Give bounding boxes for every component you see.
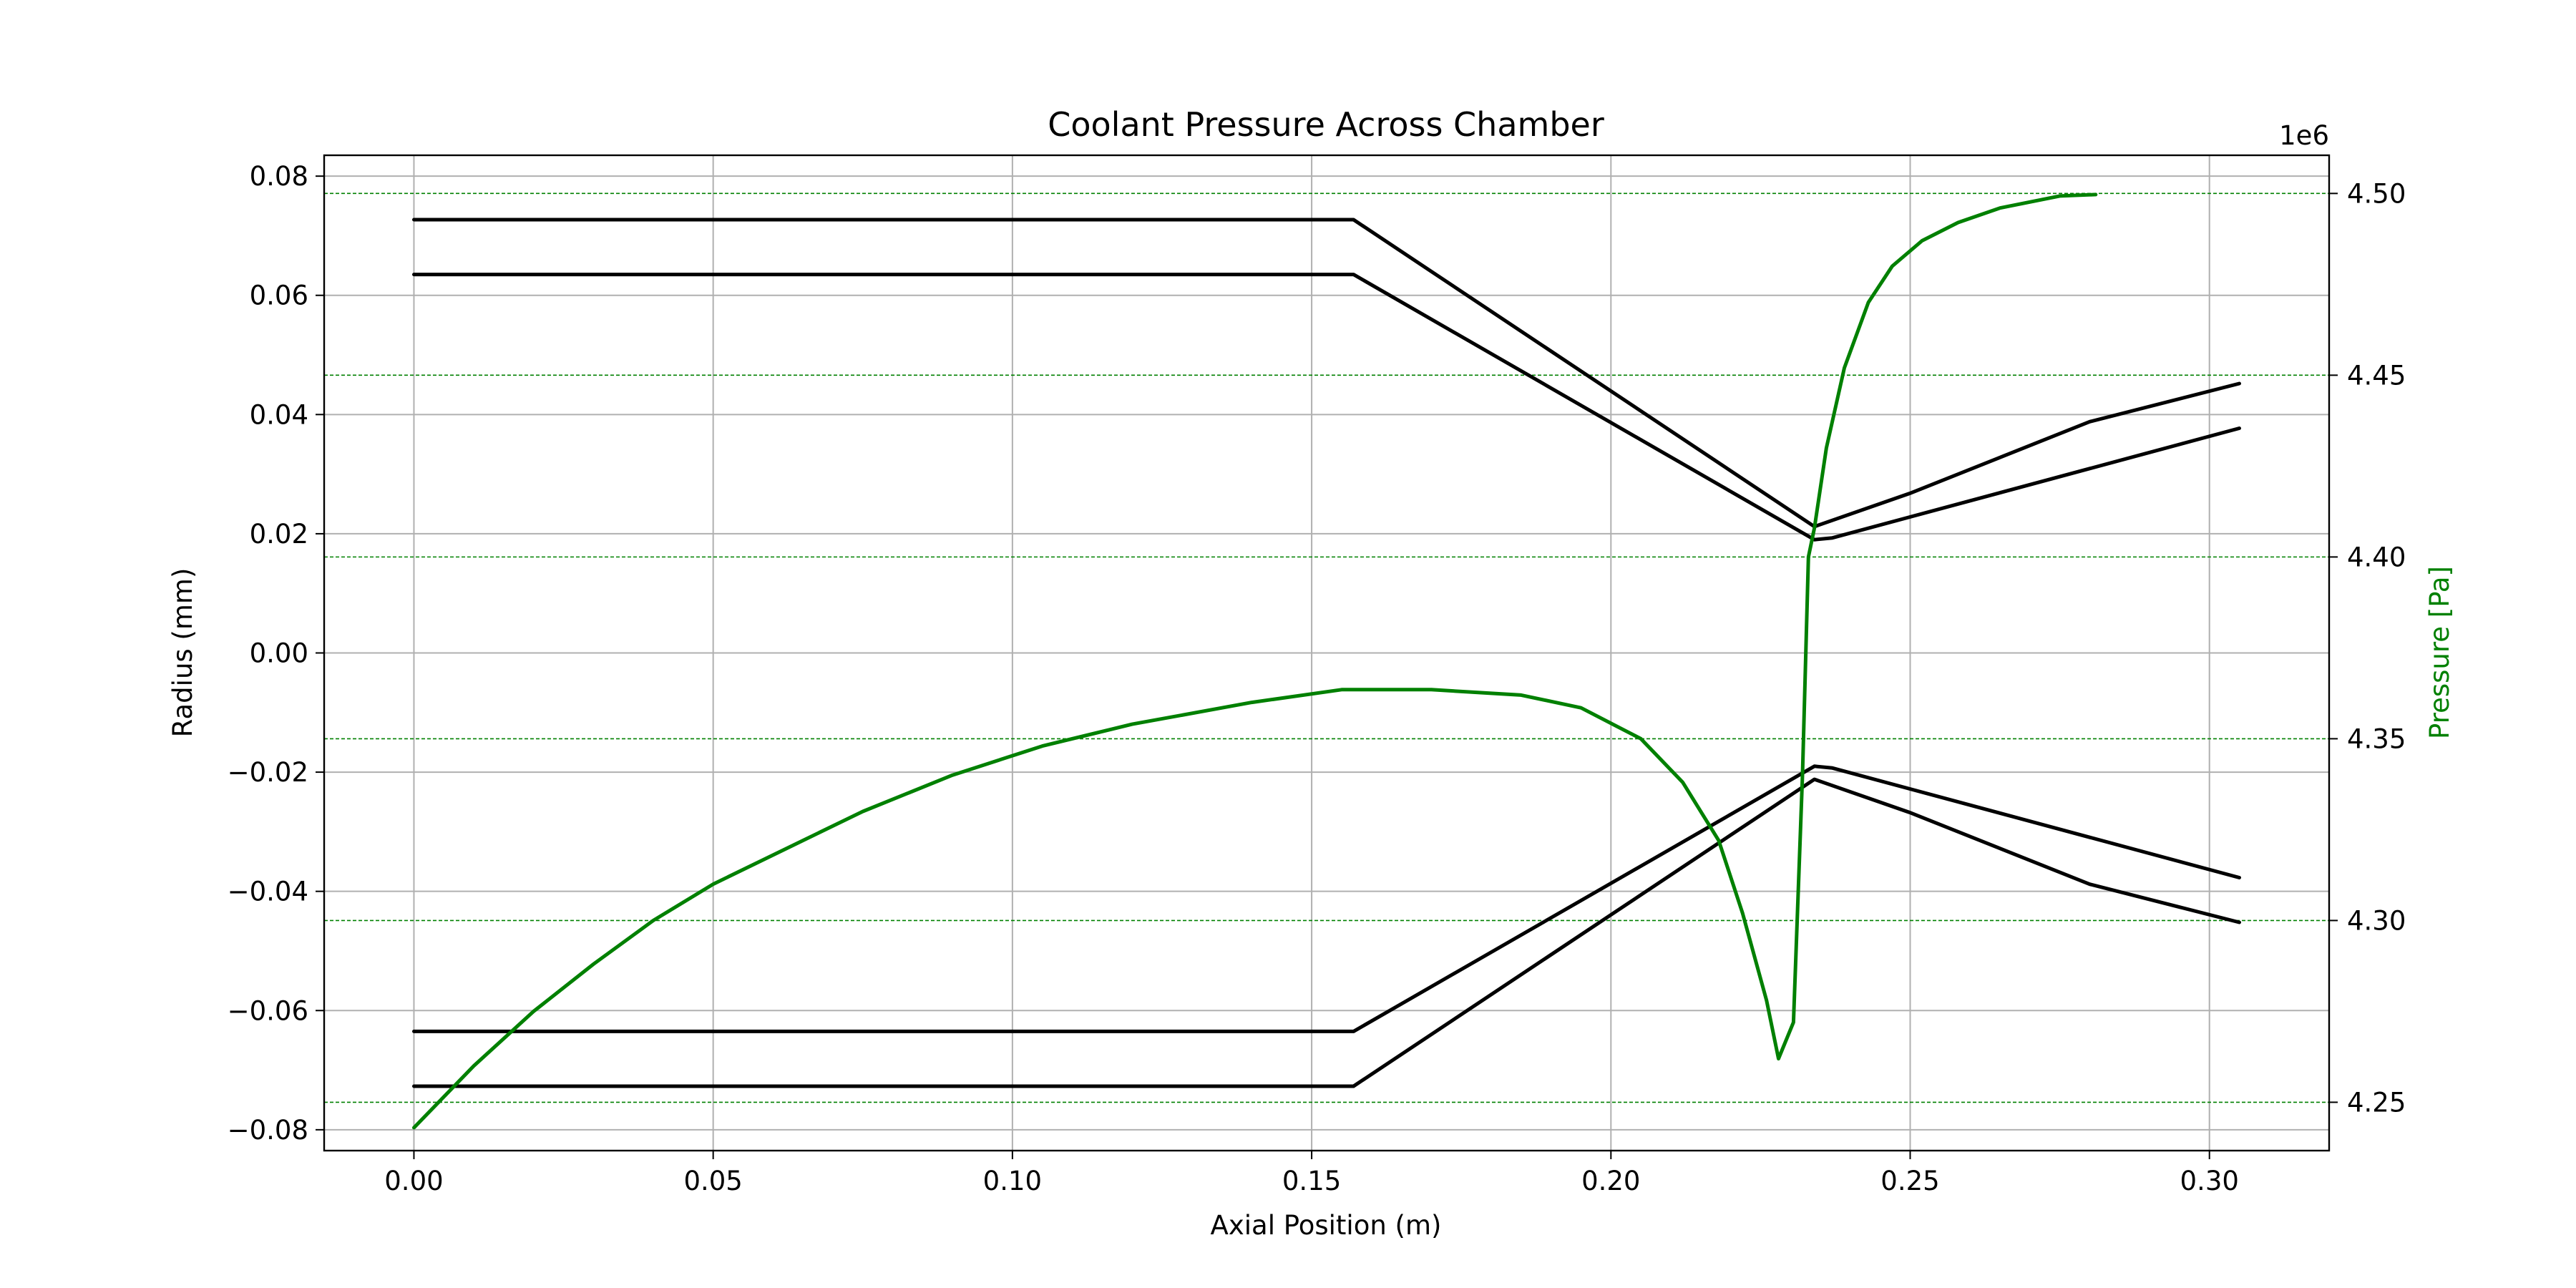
y-tick-label: −0.04 bbox=[228, 877, 308, 907]
x-axis-label: Axial Position (m) bbox=[1211, 1210, 1442, 1241]
y-tick-label: 0.04 bbox=[250, 399, 308, 430]
y2-tick-label: 4.50 bbox=[2347, 178, 2406, 209]
y-tick-label: 0.06 bbox=[250, 280, 308, 311]
contour-outer-upper-line bbox=[412, 218, 2241, 529]
y2-axis-label: Pressure [Pa] bbox=[2424, 566, 2455, 739]
y2-axis-ticks: 4.25 4.30 4.35 4.40 4.45 4.50 bbox=[2329, 178, 2406, 1118]
y2-offset-label: 1e6 bbox=[2279, 120, 2329, 151]
chart-title: Coolant Pressure Across Chamber bbox=[1048, 105, 1604, 144]
y-tick-label: 0.02 bbox=[250, 519, 308, 550]
y2-tick-label: 4.45 bbox=[2347, 360, 2406, 391]
contour-outer-lower-line bbox=[412, 777, 2241, 1088]
y-tick-label: −0.06 bbox=[228, 995, 308, 1026]
y2-grid bbox=[324, 192, 2329, 1103]
x-tick-label: 0.00 bbox=[384, 1166, 443, 1196]
x-tick-label: 0.30 bbox=[2180, 1166, 2239, 1196]
y-tick-label: −0.08 bbox=[228, 1115, 308, 1146]
series-layer bbox=[412, 192, 2241, 1130]
pressure-curve-line bbox=[412, 192, 2098, 1130]
y2-tick-label: 4.25 bbox=[2347, 1087, 2406, 1118]
contour-inner-upper-line bbox=[412, 273, 2241, 542]
y2-tick-label: 4.35 bbox=[2347, 723, 2406, 754]
y-grid bbox=[324, 175, 2329, 1131]
y-tick-label: 0.08 bbox=[250, 161, 308, 192]
y-tick-label: −0.02 bbox=[228, 757, 308, 788]
x-tick-label: 0.10 bbox=[983, 1166, 1042, 1196]
y-tick-label: 0.00 bbox=[250, 638, 308, 669]
x-tick-label: 0.25 bbox=[1880, 1166, 1939, 1196]
x-tick-label: 0.15 bbox=[1282, 1166, 1341, 1196]
y-axis-label: Radius (mm) bbox=[167, 568, 198, 738]
x-tick-label: 0.20 bbox=[1581, 1166, 1640, 1196]
x-axis-ticks: 0.00 0.05 0.10 0.15 0.20 0.25 0.30 bbox=[384, 1151, 2239, 1196]
y-axis-ticks: −0.08 −0.06 −0.04 −0.02 0.00 0.02 0.04 0.06 0.08 bbox=[228, 161, 324, 1146]
y2-tick-label: 4.40 bbox=[2347, 542, 2406, 572]
x-tick-label: 0.05 bbox=[683, 1166, 742, 1196]
y2-tick-label: 4.30 bbox=[2347, 905, 2406, 936]
contour-inner-lower-line bbox=[412, 764, 2241, 1033]
